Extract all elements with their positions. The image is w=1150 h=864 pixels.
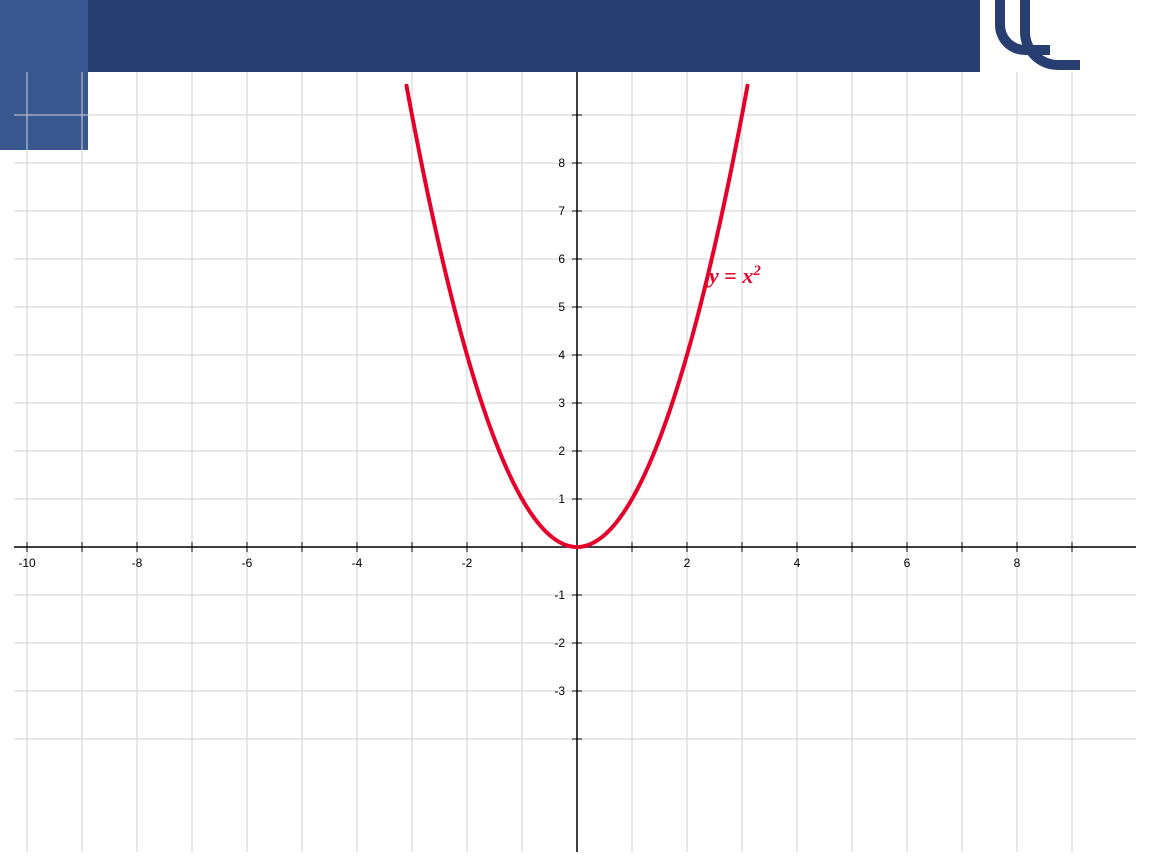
y-ticks: -3 -2 -1 1 2 3 4 5 6 7 8 [554, 115, 582, 739]
equation-label: y = x2 [706, 263, 761, 288]
y-tick-label: -1 [554, 588, 565, 602]
slide-container: -10 -8 -6 -4 -2 2 4 6 8 -3 -2 -1 1 2 3 4 5 6 7 8 y = x2 [0, 0, 1150, 864]
x-tick-label: -2 [462, 556, 473, 570]
x-tick-label: 4 [794, 556, 801, 570]
x-tick-label: -4 [352, 556, 363, 570]
x-tick-label: 2 [684, 556, 691, 570]
y-tick-label: 7 [558, 204, 565, 218]
x-ticks: -10 -8 -6 -4 -2 2 4 6 8 [18, 542, 1072, 570]
y-tick-label: -2 [554, 636, 565, 650]
x-tick-label: -6 [242, 556, 253, 570]
y-tick-label: 3 [558, 396, 565, 410]
x-tick-label: 6 [904, 556, 911, 570]
axes [14, 72, 1136, 852]
y-tick-label: 1 [558, 492, 565, 506]
corner-arc-inner [995, 0, 1050, 55]
y-tick-label: 4 [558, 348, 565, 362]
grid [14, 72, 1136, 852]
y-tick-label: 8 [558, 156, 565, 170]
x-tick-label: -10 [18, 556, 36, 570]
chart-area: -10 -8 -6 -4 -2 2 4 6 8 -3 -2 -1 1 2 3 4 5 6 7 8 y = x2 [14, 72, 1136, 852]
y-tick-label: 5 [558, 300, 565, 314]
y-tick-label: 2 [558, 444, 565, 458]
y-tick-label: 6 [558, 252, 565, 266]
header-bar [0, 0, 980, 72]
x-tick-label: -8 [132, 556, 143, 570]
y-tick-label: -3 [554, 684, 565, 698]
parabola-chart: -10 -8 -6 -4 -2 2 4 6 8 -3 -2 -1 1 2 3 4 5 6 7 8 y = x2 [14, 72, 1136, 852]
x-tick-label: 8 [1014, 556, 1021, 570]
